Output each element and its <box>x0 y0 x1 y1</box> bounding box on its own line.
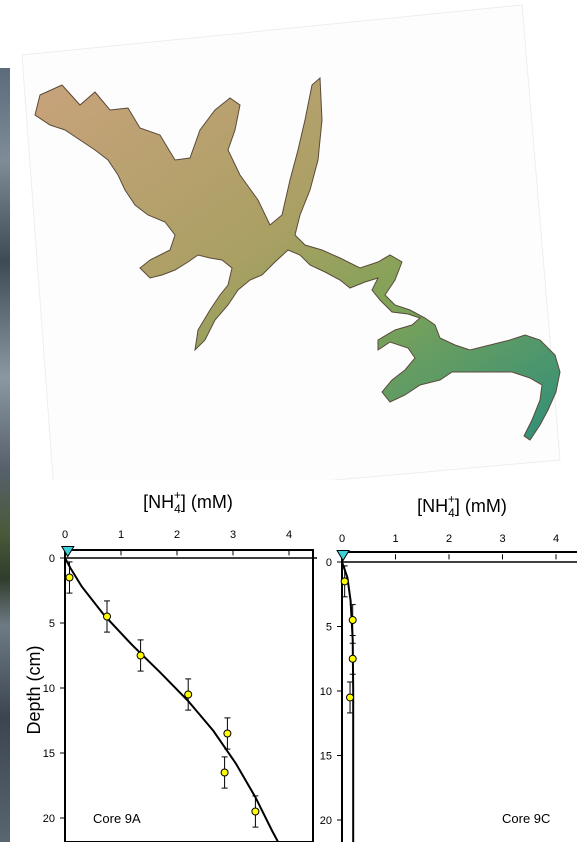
data-point <box>346 693 355 702</box>
y-axis-label: Depth (cm) <box>24 645 44 734</box>
surface-marker <box>336 550 350 562</box>
axis-ticks: 0 1 2 3 4 0 5 10 15 20 <box>320 533 577 827</box>
lake-photo-strip <box>0 68 10 842</box>
fit-curve <box>64 557 279 842</box>
x-tick-label: 2 <box>174 529 180 541</box>
x-tick-label: 4 <box>553 533 559 545</box>
y-tick-label: 20 <box>43 813 55 825</box>
y-tick-label: 15 <box>320 751 332 763</box>
data-point <box>184 690 193 699</box>
lake-outline <box>34 76 561 441</box>
data-point <box>220 768 229 777</box>
x-tick-label: 3 <box>499 533 505 545</box>
data-point <box>136 651 145 660</box>
axis-ticks: 0 1 2 3 4 0 5 10 15 20 <box>43 529 317 825</box>
y-tick-label: 5 <box>49 618 55 630</box>
data-point <box>103 612 111 621</box>
panel-title: [NH4+] (mM) <box>417 492 507 520</box>
panel-core-9a: [NH4+] (mM) Core 9A 0 1 2 3 4 0 5 10 15 20 <box>43 488 317 842</box>
plot-frame <box>64 549 314 842</box>
x-tick-label: 1 <box>118 529 124 541</box>
fit-line <box>341 561 355 842</box>
plot-frame <box>341 551 577 842</box>
ammonium-profiles: Depth (cm) [NH4+] (mM) Core 9A 0 1 2 3 40510… <box>24 488 577 842</box>
x-tick-label: 3 <box>230 529 236 541</box>
panel-title: [NH4+] (mM) <box>143 488 233 516</box>
fit-curve <box>341 561 355 842</box>
data-points <box>60 546 260 828</box>
y-tick-label: 0 <box>49 553 55 565</box>
y-tick-label: 5 <box>326 622 332 634</box>
data-points <box>336 550 357 714</box>
y-tick-label: 0 <box>326 557 332 569</box>
data-point <box>348 654 357 663</box>
x-tick-label: 2 <box>446 533 452 545</box>
data-point <box>340 577 349 586</box>
x-tick-label: 0 <box>62 529 68 541</box>
lake-map-image <box>21 4 561 480</box>
y-tick-label: 20 <box>320 815 332 827</box>
surface-marker <box>60 546 75 558</box>
y-tick-label: 10 <box>320 686 332 698</box>
y-tick-label: 15 <box>43 748 55 760</box>
x-tick-label: 1 <box>392 533 398 545</box>
x-tick-label: 4 <box>286 529 292 541</box>
panel-label: Core 9A <box>93 811 141 826</box>
y-tick-label: 10 <box>43 683 55 695</box>
fit-line <box>64 557 279 842</box>
data-point <box>223 729 232 738</box>
panel-label: Core 9C <box>502 811 550 826</box>
data-point <box>348 616 357 625</box>
data-point <box>251 807 260 816</box>
x-tick-label: 0 <box>339 533 345 545</box>
panel-core-9c: [NH4+] (mM) Core 9C 0 1 2 3 4 0 5 10 15 20 <box>320 492 577 842</box>
data-point <box>65 573 74 582</box>
